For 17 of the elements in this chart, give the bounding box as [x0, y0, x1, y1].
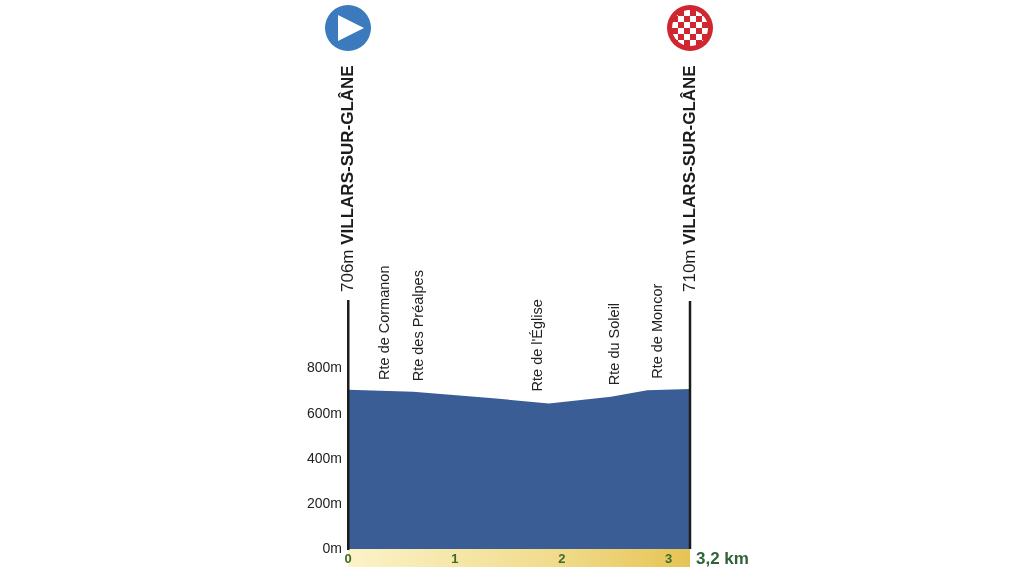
- annotation: Rte de Cormanon: [376, 265, 393, 380]
- y-tick-label: 200m: [306, 494, 342, 511]
- x-tick-label: 0: [344, 551, 352, 567]
- y-tick-label: 800m: [306, 359, 342, 376]
- annotation: Rte de Moncor: [648, 283, 665, 379]
- annotation: Rte de l'Église: [529, 299, 546, 392]
- y-tick-label: 600m: [306, 404, 342, 421]
- ref-line-label: 710m VILLARS-SUR-GLÂNE: [679, 65, 699, 292]
- y-tick-label: 400m: [306, 449, 342, 466]
- text: 706m VILLARS-SUR-GLÂNE: [337, 65, 357, 292]
- x-tick-label: 2: [558, 551, 566, 567]
- x-axis-title: 3,2 km: [696, 548, 749, 568]
- annotation: Rte du Soleil: [606, 302, 623, 386]
- y-tick-label: 0m: [322, 539, 342, 556]
- x-tick-label: 1: [451, 551, 459, 567]
- x-tick-label: 3: [665, 551, 673, 567]
- annotation: Rte des Préalpes: [409, 270, 426, 382]
